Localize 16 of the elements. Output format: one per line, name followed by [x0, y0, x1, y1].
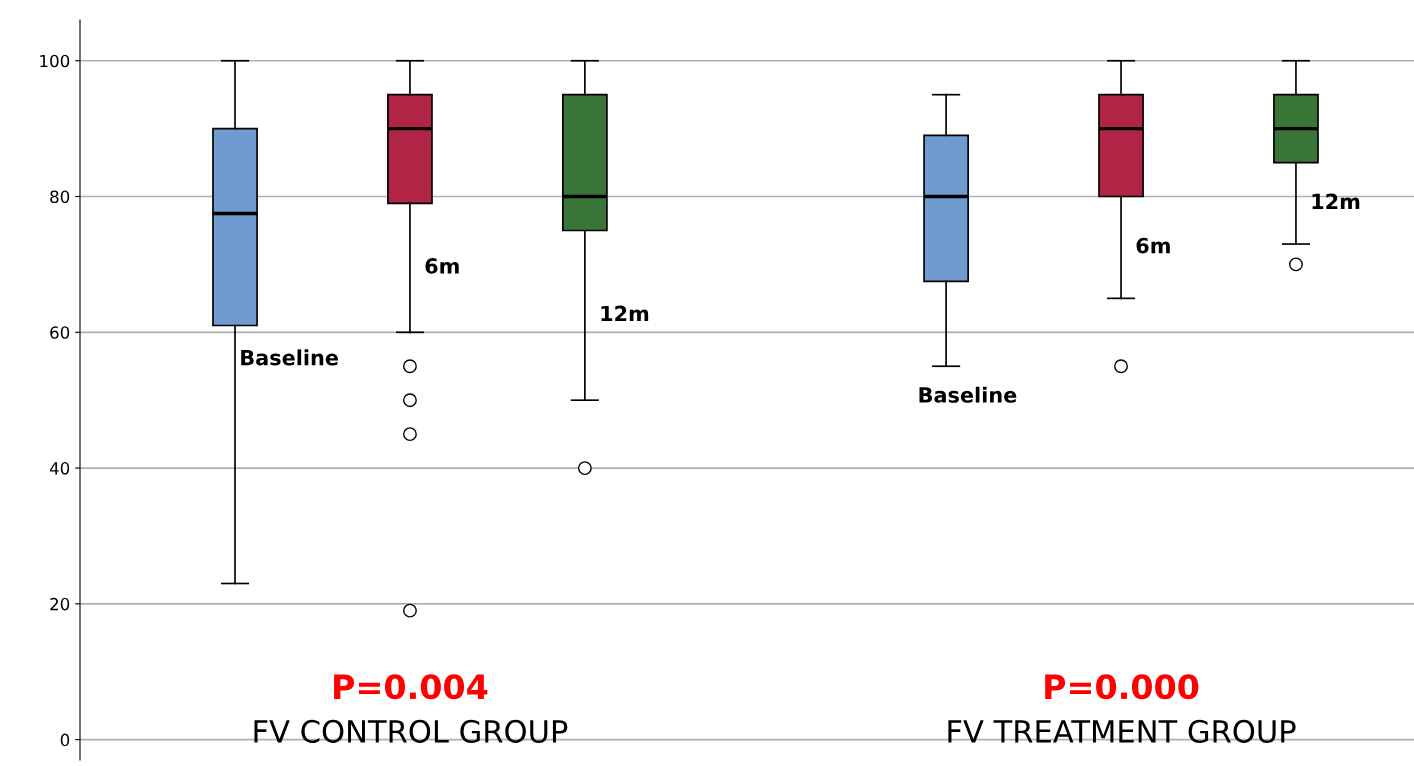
annotation: P=0.004 [334, 674, 488, 700]
series-label: 6m [1136, 237, 1170, 254]
text: 6m [425, 258, 459, 274]
text: 12m [601, 305, 649, 322]
annotation: P=0.000 [1045, 674, 1199, 700]
y-tick-label: 100 [40, 54, 70, 68]
y-tick-label: 80 [50, 190, 70, 204]
text: Baseline [919, 386, 1017, 403]
y-tick-label: 60 [50, 326, 70, 339]
y-tick-label: 20 [50, 597, 70, 611]
y-tick-label: 0 [60, 733, 70, 747]
x-tick-label: FV TREATMENT GROUP [948, 719, 1296, 743]
x-tick-label: FV CONTROL GROUP [254, 719, 568, 743]
series-label: 12m [1312, 193, 1360, 210]
y-tick-label: 40 [49, 462, 70, 475]
series-label: Baseline [241, 349, 338, 366]
